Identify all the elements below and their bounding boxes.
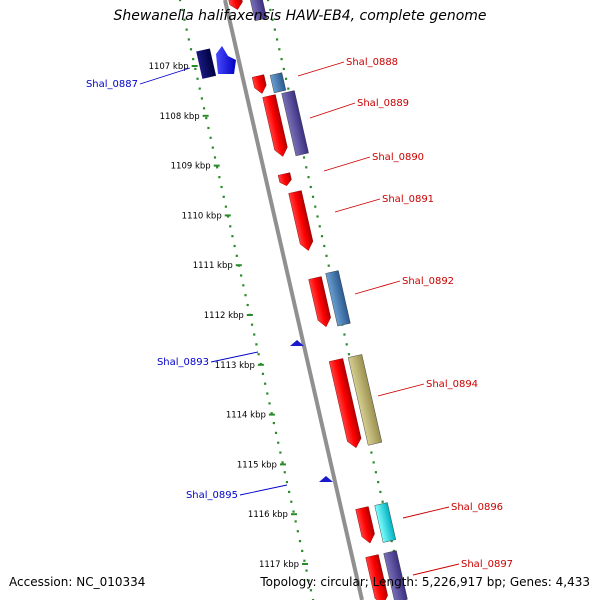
gene-label-shal-0895[interactable]: Shal_0895 [186, 490, 238, 501]
tick-label: 1113 kbp [215, 361, 255, 371]
gene-bar-shal-0888 [269, 72, 287, 94]
backbone-layer [223, 0, 364, 600]
tick-label: 1107 kbp [149, 62, 189, 72]
gene-arrow-shal-0892 [308, 276, 331, 328]
gene-labels-layer: Shal_0887 Shal_0888 Shal_0889 Shal_0890 Shal… [86, 57, 513, 576]
tick-labels-layer: 1107 kbp 1108 kbp 1109 kbp 1110 kbp 1111 kbp… [149, 62, 309, 570]
gene-bar-top [249, 0, 267, 22]
gene-label-shal-0888[interactable]: Shal_0888 [346, 57, 398, 68]
genome-backbone [223, 0, 364, 600]
tick-label: 1115 kbp [237, 460, 277, 470]
tick-label: 1110 kbp [182, 211, 222, 221]
label-leader-shal-0897 [412, 563, 460, 576]
gene-arrow-shal-0888 [251, 74, 267, 94]
label-leader-shal-0887 [139, 67, 191, 85]
tick-label: 1117 kbp [259, 560, 299, 570]
gene-arrow-shal-0896 [355, 506, 375, 544]
tick-label: 1111 kbp [193, 261, 233, 271]
gene-label-shal-0889[interactable]: Shal_0889 [357, 98, 409, 109]
tick-label: 1116 kbp [248, 510, 288, 520]
gene-bar-shal-0887 [196, 48, 217, 79]
label-leader-shal-0891 [334, 198, 381, 213]
gene-label-shal-0894[interactable]: Shal_0894 [426, 379, 478, 390]
label-leader-shal-0895 [239, 484, 288, 496]
gene-bar-shal-0896 [374, 502, 397, 543]
gene-bar-shal-0894 [347, 354, 383, 446]
gene-label-shal-0887[interactable]: Shal_0887 [86, 79, 138, 90]
gene-arrow-shal-0887 [216, 46, 236, 74]
genome-title: Shewanella halifaxensis HAW-EB4, complet… [113, 8, 487, 24]
label-leader-shal-0893 [210, 351, 259, 363]
tick-label: 1114 kbp [226, 411, 266, 421]
accession-text: Accession: NC_010334 [9, 575, 146, 589]
gene-label-shal-0890[interactable]: Shal_0890 [372, 152, 424, 163]
gene-arrow-shal-0890 [277, 172, 292, 186]
label-leader-shal-0888 [297, 61, 345, 77]
gene-label-shal-0896[interactable]: Shal_0896 [451, 502, 503, 513]
gene-bar-shal-0889 [281, 90, 309, 157]
label-leader-shal-0890 [323, 156, 371, 172]
gene-arrow-top [227, 0, 243, 10]
gene-arrow-shal-0897 [365, 554, 388, 600]
gene-arrow-shal-0891 [288, 190, 314, 251]
genome-summary-text: Topology: circular; Length: 5,226,917 bp… [260, 575, 590, 589]
label-leader-shal-0896 [402, 506, 450, 519]
gene-bar-shal-0897 [383, 550, 408, 600]
gene-arrow-shal-0893 [290, 340, 304, 346]
tick-label: 1109 kbp [171, 162, 211, 172]
gene-label-shal-0897[interactable]: Shal_0897 [461, 559, 513, 570]
gene-label-shal-0892[interactable]: Shal_0892 [402, 276, 454, 287]
label-leader-shal-0894 [377, 383, 425, 397]
gene-label-shal-0893[interactable]: Shal_0893 [157, 357, 209, 368]
gene-arrow-shal-0894 [328, 358, 362, 449]
label-leader-shal-0889 [309, 102, 356, 119]
tick-label: 1112 kbp [204, 311, 244, 321]
gene-arrow-shal-0895 [319, 476, 333, 482]
gene-arrow-shal-0889 [262, 94, 288, 157]
tick-label: 1108 kbp [160, 112, 200, 122]
gene-bar-shal-0892 [325, 270, 351, 327]
label-leader-shal-0892 [354, 280, 401, 295]
gene-features-layer [196, 0, 408, 600]
gene-label-shal-0891[interactable]: Shal_0891 [382, 194, 434, 205]
